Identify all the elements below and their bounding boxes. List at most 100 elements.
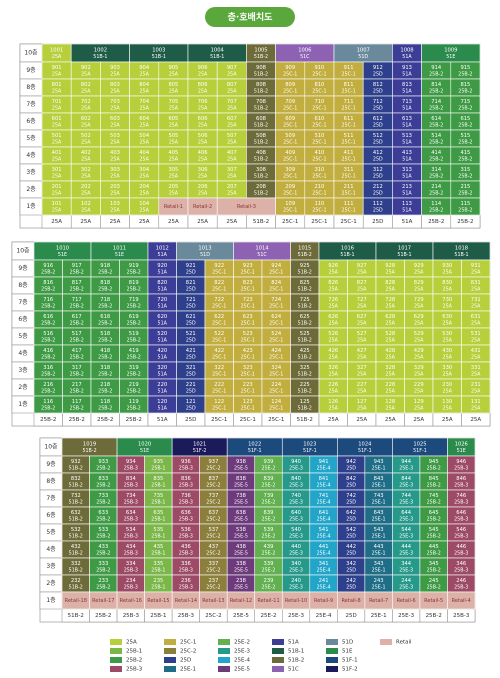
- unit-number: 826: [328, 280, 338, 286]
- legend-label: 25C-2: [180, 649, 196, 655]
- unit-type: 25B-3: [454, 465, 468, 471]
- unit-number: 704: [139, 99, 150, 105]
- unit-number: 502: [81, 133, 91, 139]
- unit-type: 25A: [443, 388, 453, 394]
- unit-type: 25C-2: [206, 584, 220, 590]
- column-type: 25E-1: [371, 613, 387, 619]
- unit-type: 51E: [140, 448, 149, 454]
- unit-number: 542: [346, 527, 356, 533]
- unit-number: 628: [385, 314, 395, 320]
- unit-type: 25B-2: [98, 337, 112, 343]
- column-type: 51A: [402, 219, 413, 225]
- unit-type: 51B-2: [298, 371, 312, 377]
- unit-type: 25A: [110, 71, 120, 77]
- legend-swatch: [164, 639, 176, 645]
- unit-number: 642: [346, 510, 356, 516]
- unit-number: 835: [153, 476, 163, 482]
- unit-type: 25A: [198, 88, 208, 94]
- unit-type: 51B-2: [82, 448, 96, 454]
- unit-number: 844: [401, 476, 412, 482]
- unit-type: 51B-2: [254, 71, 268, 77]
- unit-type: 25A: [140, 173, 150, 179]
- unit-number: 204: [139, 184, 150, 190]
- unit-number: 541: [319, 527, 329, 533]
- floor-label: 7층: [18, 298, 28, 306]
- unit-type: 25E-4: [317, 533, 331, 539]
- unit-type: 25E-4: [317, 550, 331, 556]
- unit-number: 923: [243, 263, 253, 269]
- unit-type: 25B-2: [429, 190, 443, 196]
- legend-swatch: [272, 657, 284, 663]
- column-type: 25C-1: [268, 417, 284, 423]
- unit-type: 25E-5: [234, 550, 248, 556]
- unit-type: 25E-5: [234, 482, 248, 488]
- unit-number: 613: [402, 116, 412, 122]
- unit-type: 25A: [443, 286, 453, 292]
- unit-number: 325: [300, 365, 310, 371]
- unit-number: 216: [43, 382, 53, 388]
- unit-number: 327: [357, 365, 367, 371]
- unit-type: 25C-1: [341, 173, 355, 179]
- column-type: 25B-3: [178, 613, 195, 619]
- unit-type: 25E-2: [262, 550, 276, 556]
- unit-number: 422: [214, 348, 224, 354]
- unit-number: 619: [129, 314, 139, 320]
- unit-number: 615: [460, 116, 470, 122]
- unit-type: 25A: [329, 337, 339, 343]
- unit-type: 25A: [81, 156, 91, 162]
- unit-type: 25C-1: [269, 388, 283, 394]
- unit-type: 25C-1: [241, 269, 255, 275]
- unit-number: 402: [81, 150, 91, 156]
- unit-number: 544: [401, 527, 412, 533]
- retail-label: Retail-18: [65, 598, 87, 604]
- unit-number: 609: [285, 116, 295, 122]
- legend-swatch: [326, 657, 338, 663]
- unit-number: 706: [198, 99, 208, 105]
- unit-number: 1008: [400, 47, 413, 53]
- legend-label: 25A: [126, 640, 137, 646]
- unit-type: 25C-1: [241, 320, 255, 326]
- unit-number: 332: [71, 561, 81, 567]
- unit-type: 25C-1: [241, 286, 255, 292]
- unit-type: 25A: [414, 371, 424, 377]
- unit-type: 25A: [329, 286, 339, 292]
- unit-number: 505: [168, 133, 178, 139]
- unit-type: 25D: [186, 354, 196, 360]
- unit-type: 25E-3: [289, 550, 303, 556]
- unit-type: 25A: [169, 71, 179, 77]
- unit-number: 523: [243, 331, 253, 337]
- unit-number: 302: [81, 167, 91, 173]
- unit-number: 1002: [94, 47, 107, 53]
- unit-type: 25D: [346, 584, 356, 590]
- column-type: 25B-2: [426, 613, 442, 619]
- unit-number: 126: [328, 399, 338, 405]
- unit-number: 433: [98, 544, 108, 550]
- unit-cell: [447, 591, 476, 610]
- unit-number: 120: [157, 399, 167, 405]
- unit-number: 431: [471, 348, 481, 354]
- unit-type: 25A: [414, 286, 424, 292]
- unit-number: 434: [126, 544, 137, 550]
- unit-number: 513: [402, 133, 412, 139]
- unit-number: 836: [181, 476, 191, 482]
- unit-number: 310: [314, 167, 324, 173]
- unit-number: 724: [271, 297, 282, 303]
- unit-number: 726: [328, 297, 338, 303]
- unit-number: 511: [344, 133, 354, 139]
- unit-number: 734: [126, 493, 137, 499]
- unit-number: 1003: [152, 47, 165, 53]
- unit-type: 51B-2: [254, 139, 268, 145]
- unit-number: 803: [110, 82, 120, 88]
- legend-label: 25E-5: [234, 667, 250, 673]
- unit-type: 51B-2: [298, 354, 312, 360]
- unit-type: 25E-3: [289, 465, 303, 471]
- unit-number: 722: [214, 297, 224, 303]
- unit-type: 25C-1: [241, 405, 255, 411]
- unit-type: 25A: [471, 269, 481, 275]
- unit-number: 720: [157, 297, 167, 303]
- unit-number: 446: [456, 544, 466, 550]
- floor-label: 7층: [46, 494, 56, 502]
- unit-type: 25C-1: [212, 337, 226, 343]
- unit-type: 25B-3: [179, 584, 193, 590]
